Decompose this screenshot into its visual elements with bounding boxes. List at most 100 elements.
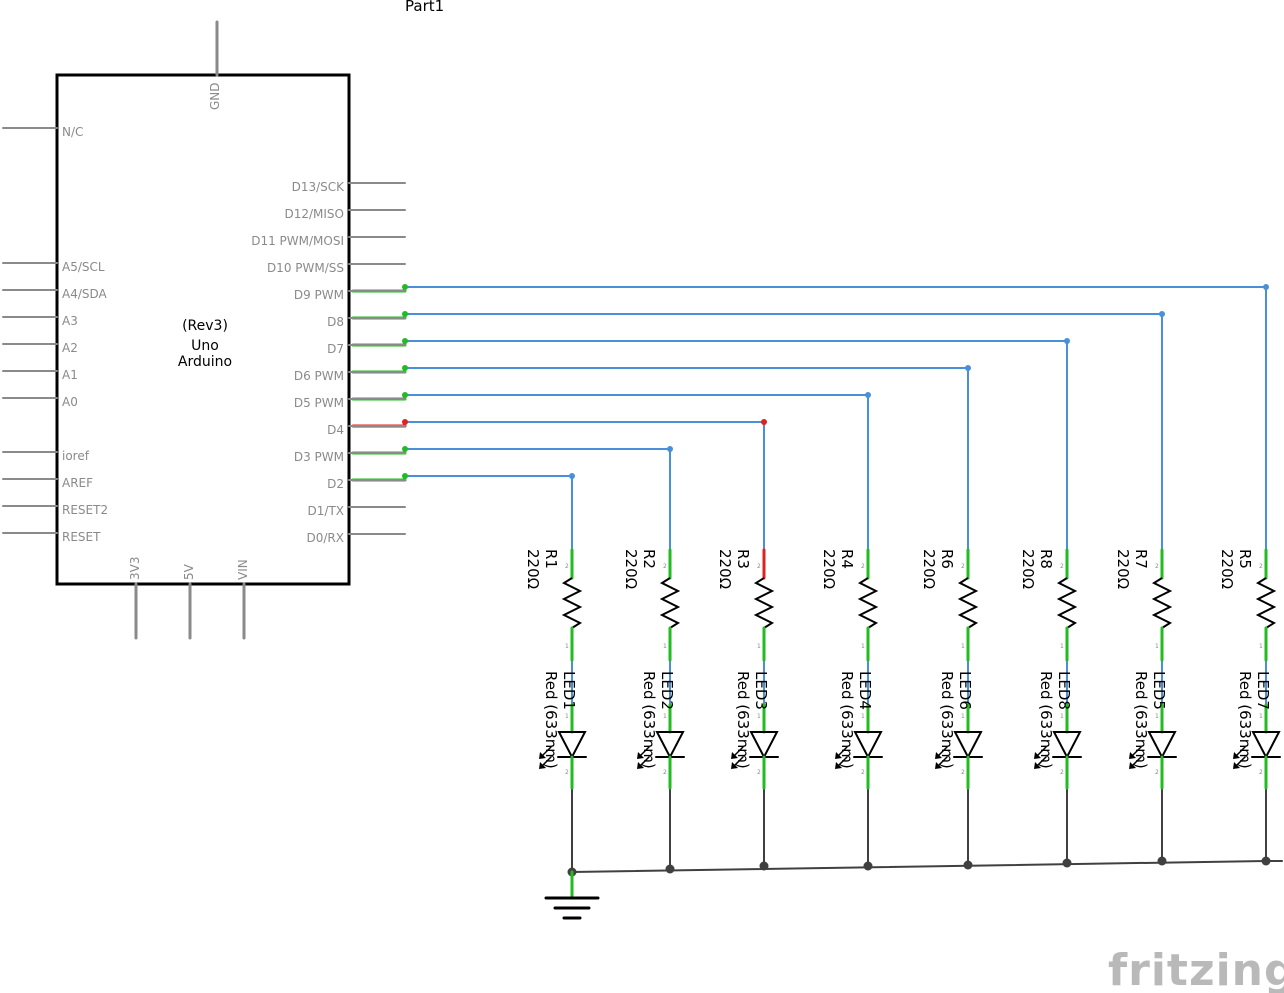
resistor-pin-number: 2 xyxy=(1060,563,1064,570)
ground-junction xyxy=(1062,858,1072,868)
resistor-r5[interactable] xyxy=(1255,577,1277,629)
wire-corner xyxy=(1263,284,1269,290)
led-pin-number: 2 xyxy=(757,769,761,776)
right-pin-label: D1/TX xyxy=(308,504,344,518)
led-value-label: Red (633nm) xyxy=(1132,671,1150,769)
resistor-name-label: R8 xyxy=(1037,549,1055,569)
wire-endpoint xyxy=(402,284,408,290)
led-led6-diode[interactable] xyxy=(953,731,983,760)
left-pin-label: ioref xyxy=(62,449,90,463)
left-pin-label: A3 xyxy=(62,314,78,328)
led-led3-diode[interactable] xyxy=(749,731,779,760)
resistor-name-label: R5 xyxy=(1236,549,1254,569)
led-pin-number: 1 xyxy=(757,713,761,720)
resistor-pin-number: 2 xyxy=(565,563,569,570)
resistor-pin-number: 1 xyxy=(757,643,761,650)
wire-corner xyxy=(1159,311,1165,317)
right-pin-label: D7 xyxy=(327,342,344,356)
resistor-value-label: 220Ω xyxy=(920,549,938,589)
resistor-r3[interactable] xyxy=(753,577,775,629)
led-light-arrowhead-icon xyxy=(1233,762,1240,769)
ground-junction xyxy=(1157,856,1167,866)
left-pin-label: A4/SDA xyxy=(62,287,108,301)
arduino-board-body[interactable] xyxy=(55,73,351,586)
led-light-arrowhead-icon xyxy=(637,762,644,769)
led-led1-diode[interactable] xyxy=(557,731,587,760)
led-value-label: Red (633nm) xyxy=(640,671,658,769)
led-led7-diode[interactable] xyxy=(1251,731,1281,760)
resistor-value-label: 220Ω xyxy=(1019,549,1037,589)
board-name-line-3: Arduino xyxy=(178,354,232,370)
led-light-arrowhead-icon xyxy=(731,762,738,769)
led-led8-diode[interactable] xyxy=(1052,731,1082,760)
led-led4-diode[interactable] xyxy=(853,731,883,760)
led-pin-number: 2 xyxy=(1259,769,1263,776)
resistor-pin-number: 1 xyxy=(1060,643,1064,650)
led-light-arrowhead-icon xyxy=(1129,762,1136,769)
right-pin-label: D12/MISO xyxy=(284,207,344,221)
led-value-label: Red (633nm) xyxy=(838,671,856,769)
led-light-arrowhead-icon xyxy=(935,762,942,769)
resistor-pin-number: 2 xyxy=(861,563,865,570)
right-pin-label: D2 xyxy=(327,477,344,491)
resistor-pin-number: 1 xyxy=(861,643,865,650)
part-title: Part1 xyxy=(405,0,444,15)
led-pin-number: 2 xyxy=(961,769,965,776)
led-pin-number: 2 xyxy=(663,769,667,776)
led-pin-number: 1 xyxy=(961,713,965,720)
led-value-label: Red (633nm) xyxy=(734,671,752,769)
wire-corner xyxy=(965,365,971,371)
wire-corner xyxy=(761,419,767,425)
right-pin-label: D11 PWM/MOSI xyxy=(251,234,344,248)
right-pin-label: D3 PWM xyxy=(294,450,344,464)
resistor-r2[interactable] xyxy=(659,577,681,629)
led-name-label: LED5 xyxy=(1150,671,1168,710)
led-pin-number: 1 xyxy=(1155,713,1159,720)
led-light-arrowhead-icon xyxy=(1034,762,1041,769)
resistor-name-label: R6 xyxy=(938,549,956,569)
right-pin-label: D0/RX xyxy=(307,531,344,545)
resistor-r6[interactable] xyxy=(957,577,979,629)
led-name-label: LED7 xyxy=(1254,671,1272,710)
led-pin-number: 2 xyxy=(1155,769,1159,776)
bottom-pin-label: 3V3 xyxy=(128,557,142,580)
led-name-label: LED3 xyxy=(752,671,770,710)
resistor-pin-number: 1 xyxy=(1155,643,1159,650)
resistor-r7[interactable] xyxy=(1151,577,1173,629)
wire-endpoint xyxy=(402,419,408,425)
led-pin-number: 2 xyxy=(565,769,569,776)
wire-corner xyxy=(865,392,871,398)
resistor-r1[interactable] xyxy=(561,577,583,629)
left-pin-label: A5/SCL xyxy=(62,260,105,274)
resistor-pin-number: 2 xyxy=(663,563,667,570)
led-light-arrowhead-icon xyxy=(1034,752,1041,759)
left-pin-label: A1 xyxy=(62,368,78,382)
right-pin-label: D5 PWM xyxy=(294,396,344,410)
led-led5-diode[interactable] xyxy=(1147,731,1177,760)
led-value-label: Red (633nm) xyxy=(1236,671,1254,769)
left-pin-label: RESET xyxy=(62,530,101,544)
right-pin-label: D6 PWM xyxy=(294,369,344,383)
resistor-name-label: R3 xyxy=(734,549,752,569)
resistor-pin-number: 1 xyxy=(663,643,667,650)
ground-bus[interactable] xyxy=(571,860,1267,873)
led-light-arrowhead-icon xyxy=(539,752,546,759)
ground-junction xyxy=(863,861,873,871)
led-led2-diode[interactable] xyxy=(655,731,685,760)
wire-endpoint xyxy=(402,446,408,452)
fritzing-watermark: fritzing xyxy=(1108,945,1284,993)
resistor-value-label: 220Ω xyxy=(524,549,542,589)
resistor-pin-number: 2 xyxy=(961,563,965,570)
led-pin-number: 1 xyxy=(1060,713,1064,720)
left-pin-label: AREF xyxy=(62,476,93,490)
bottom-pin-label: 5V xyxy=(182,563,196,580)
resistor-name-label: R2 xyxy=(640,549,658,569)
wire-corner xyxy=(667,446,673,452)
resistor-r8[interactable] xyxy=(1056,577,1078,629)
wire-endpoint xyxy=(402,473,408,479)
resistor-name-label: R4 xyxy=(838,549,856,569)
resistor-r4[interactable] xyxy=(857,577,879,629)
left-pin-label: A2 xyxy=(62,341,78,355)
led-light-arrowhead-icon xyxy=(539,762,546,769)
